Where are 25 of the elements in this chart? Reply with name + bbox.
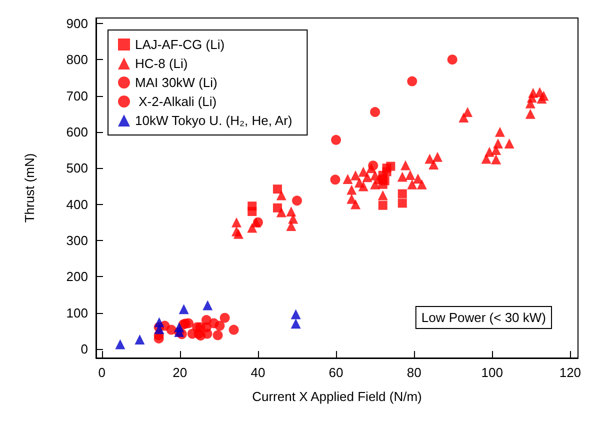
x-tick-label: 0 [98, 365, 106, 380]
x-tick-label: 120 [559, 365, 582, 380]
x-tick-label: 40 [250, 365, 266, 380]
y-tick-label: 100 [66, 305, 88, 320]
legend-label: HC-8 (Li) [135, 56, 188, 71]
y-tick-label: 400 [66, 196, 88, 212]
y-axis-title: Thrust (mN) [22, 153, 37, 223]
legend-label: MAI 30kW (Li) [135, 75, 218, 90]
legend-label: 10kW Tokyo U. (H₂, He, Ar) [135, 113, 292, 128]
x-axis-title: Current X Applied Field (N/m) [252, 389, 422, 404]
y-tick-label: 700 [66, 88, 88, 104]
x-tick-label: 60 [328, 365, 344, 380]
legend-label: X-2-Alkali (Li) [135, 94, 217, 109]
x-tick-label: 20 [172, 365, 188, 380]
y-tick-label: 200 [66, 269, 88, 284]
legend-label: LAJ-AF-CG (Li) [135, 37, 225, 52]
y-tick-label: 0 [80, 341, 88, 356]
x-tick-label: 100 [481, 365, 503, 380]
annotation: Low Power (< 30 kW) [421, 310, 546, 325]
y-tick-label: 600 [66, 124, 88, 140]
x-tick-label: 80 [406, 365, 422, 380]
y-tick-label: 500 [66, 160, 88, 176]
y-tick-label: 900 [66, 16, 88, 31]
y-tick-label: 300 [66, 232, 88, 248]
y-tick-label: 800 [66, 52, 88, 68]
